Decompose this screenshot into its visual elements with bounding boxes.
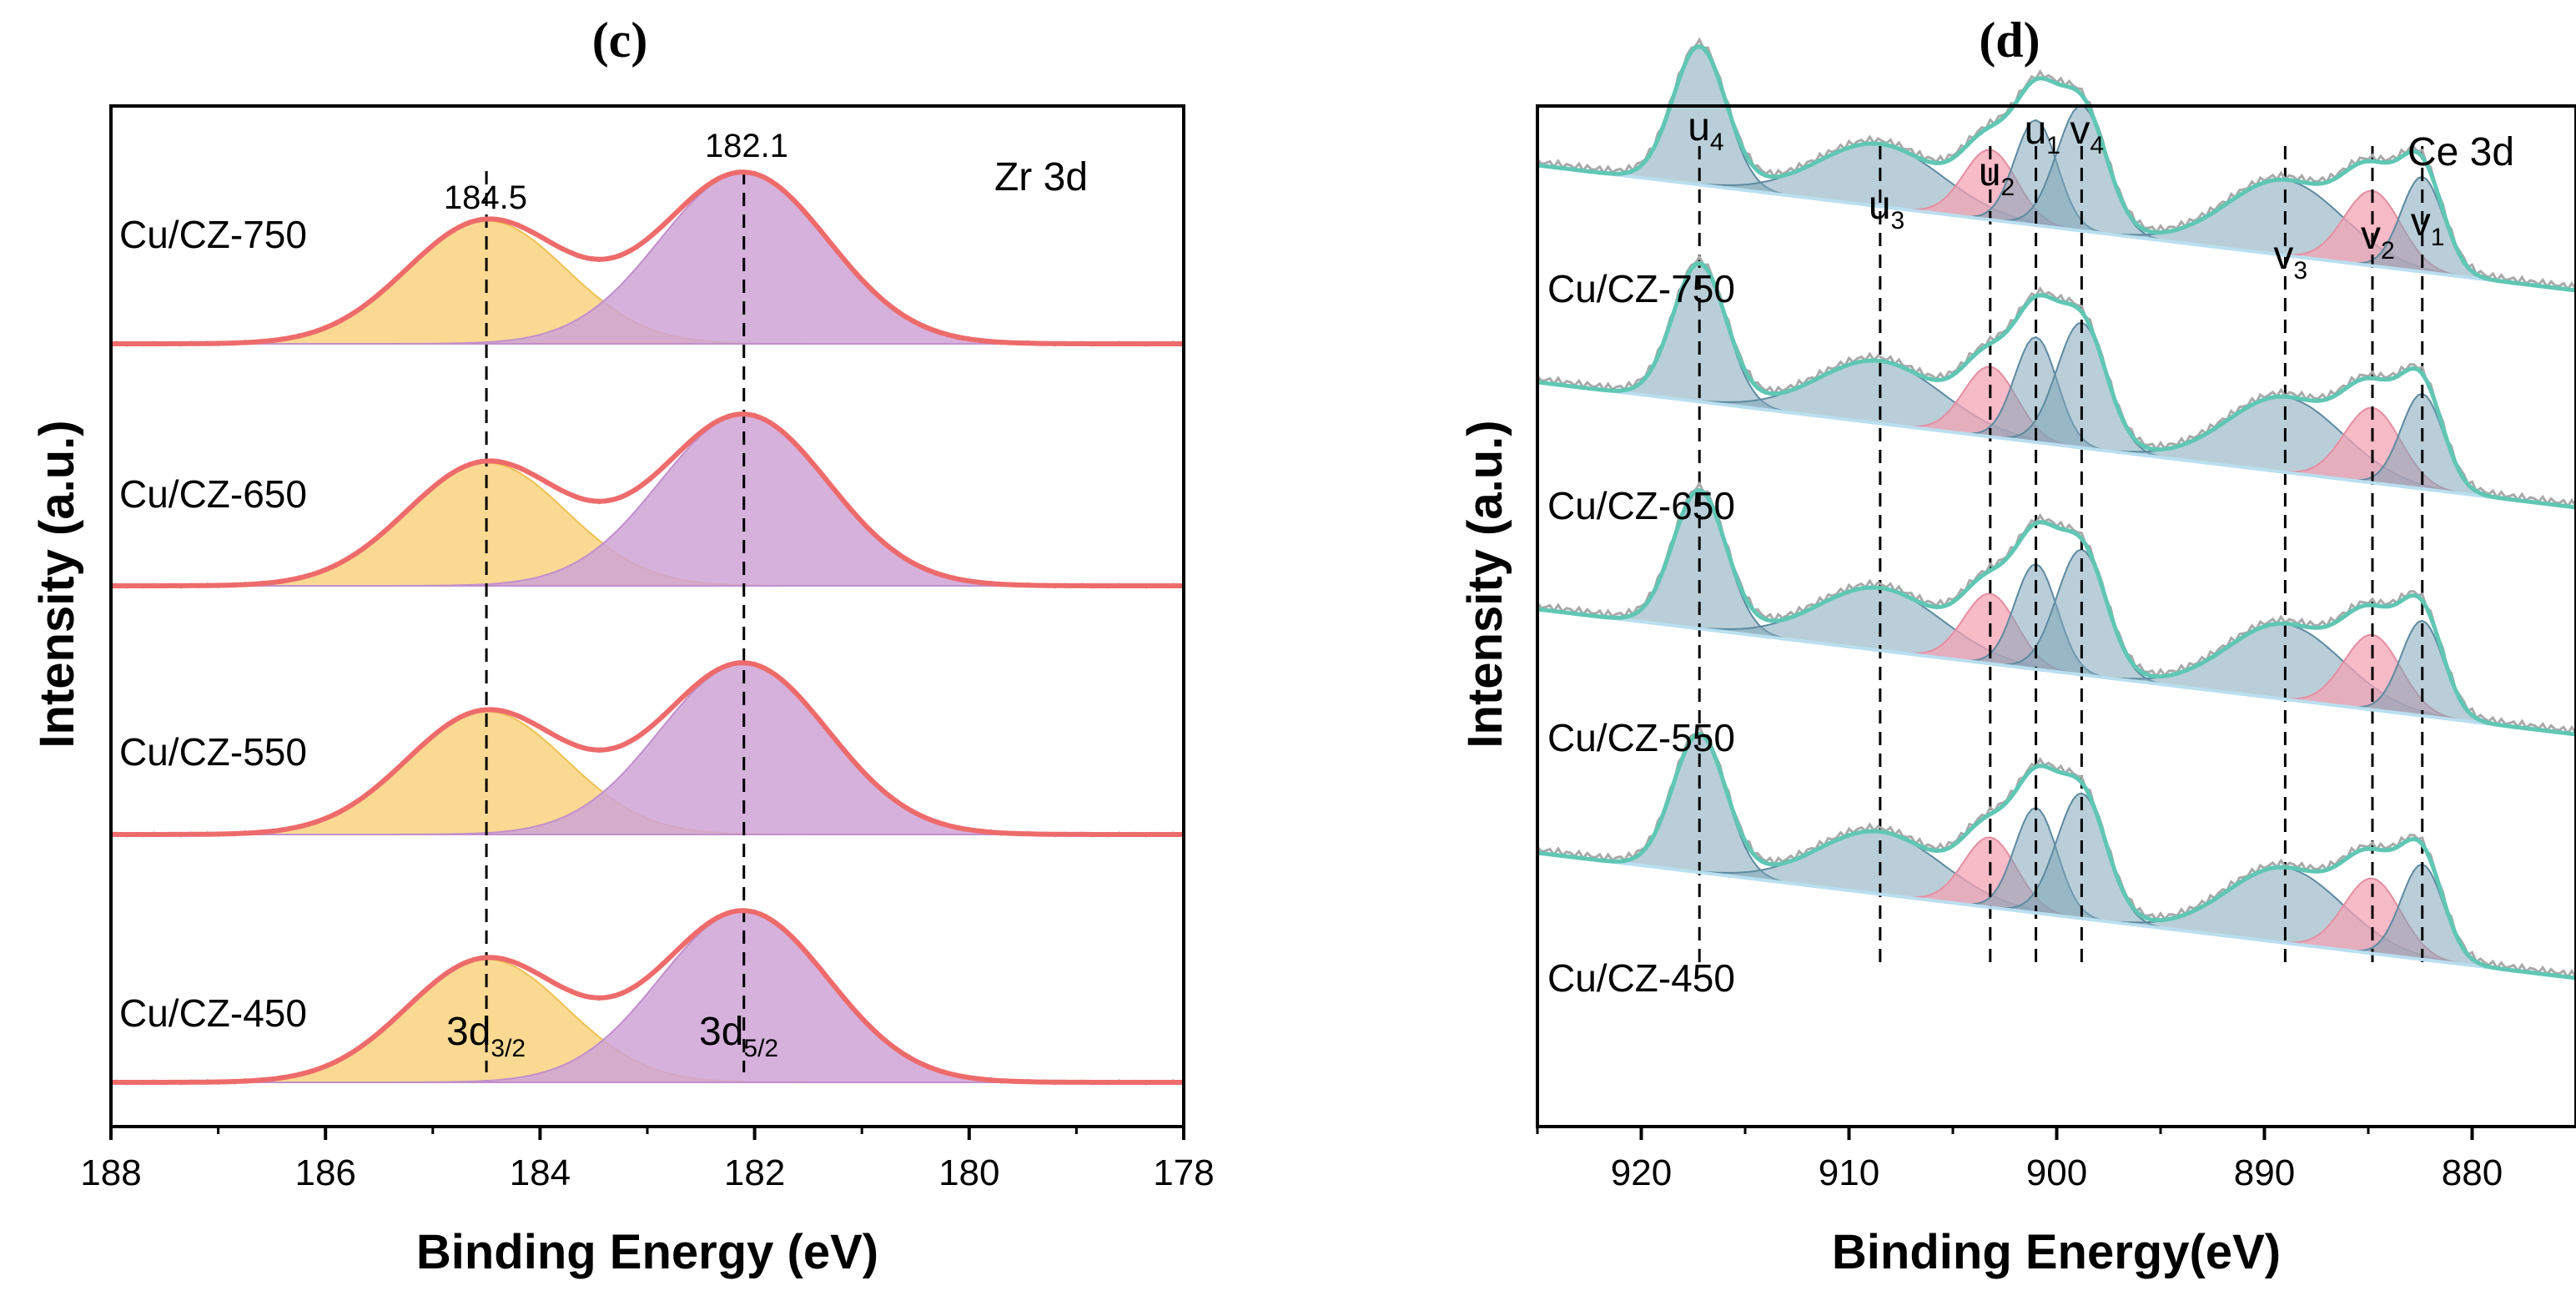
panel-c-peak-fills: [111, 171, 1184, 1083]
panel-c-envelopes: [110, 169, 1185, 1086]
zr3d-x-tick-label: 180: [938, 1152, 999, 1193]
panel-d-x-axis-title: Binding Energy(eV): [1832, 1225, 2281, 1279]
ce3d-peak-label-v1: v1: [2411, 200, 2445, 251]
ce3d-peak-label-v4: v4: [2070, 108, 2104, 159]
zr3d-envelope-curve: [111, 411, 1184, 588]
zr3d-x-tick-label: 188: [80, 1152, 141, 1193]
panel-c-y-axis-title: Intensity (a.u.): [30, 420, 84, 748]
ce3d-envelope-curve: [1537, 43, 2576, 293]
panel-c-title: Zr 3d: [994, 155, 1088, 199]
ce3d-envelope-curve: [1537, 731, 2576, 981]
panel-c-x-ticks: 188 186 184 182 180 178: [80, 1127, 1215, 1193]
panel-c-peak-pos-2: 182.1: [705, 128, 788, 164]
ce3d-baseline: [1537, 608, 2576, 736]
panel-c: (c) 188 186 184 182 180 178 Zr 3d 184.5 182.1…: [30, 13, 1215, 1279]
ce3d-peak-label-u2: u2: [1979, 150, 2015, 201]
panel-c-sample-label: Cu/CZ-550: [119, 730, 307, 774]
ce3d-envelope-curve: [1537, 487, 2576, 737]
ce3d-x-tick-label: 890: [2234, 1152, 2295, 1193]
panel-c-peak-label-3d52: 3d5/2: [699, 1010, 778, 1062]
panel-c-peak-pos-1: 184.5: [444, 179, 527, 216]
panel-d-title: Ce 3d: [2407, 130, 2514, 174]
panel-d-sample-label: Cu/CZ-450: [1547, 956, 1735, 1000]
zr3d-envelope-curve: [111, 908, 1184, 1085]
ce3d-baseline: [1537, 381, 2576, 509]
panel-c-dashed-lines: [485, 171, 746, 1072]
panel-c-peak-label-3d32: 3d3/2: [446, 1010, 526, 1062]
panel-d-sample-label: Cu/CZ-550: [1547, 716, 1735, 759]
ce3d-x-tick-label: 880: [2442, 1152, 2503, 1193]
ce3d-baseline: [1537, 164, 2576, 292]
ce3d-peak-label-u3: u3: [1869, 184, 1904, 234]
ce3d-peak-label-u1: u1: [2025, 108, 2060, 159]
panel-d-sample-label: Cu/CZ-650: [1547, 484, 1735, 527]
zr3d-x-tick-label: 184: [510, 1152, 571, 1193]
panel-d-y-axis-title: Intensity (a.u.): [1458, 420, 1512, 748]
panel-c-x-axis-title: Binding Energy (eV): [416, 1225, 878, 1279]
panel-d-envelopes: [1536, 37, 2576, 981]
ce3d-x-tick-label: 910: [1819, 1152, 1879, 1193]
ce3d-envelope-curve: [1537, 260, 2576, 510]
panel-c-sample-label: Cu/CZ-650: [119, 472, 307, 516]
panel-d-sample-label: Cu/CZ-750: [1547, 267, 1735, 310]
ce3d-peak-label-u4: u4: [1688, 105, 1723, 156]
ce3d-baseline: [1537, 851, 2576, 980]
panel-d-x-ticks: 920 910 900 890 880: [1536, 1127, 2503, 1193]
zr3d-x-tick-label: 186: [294, 1152, 355, 1193]
zr3d-x-tick-label: 178: [1153, 1152, 1214, 1193]
panel-c-sample-label: Cu/CZ-750: [119, 213, 307, 256]
zr3d-x-tick-label: 182: [724, 1152, 785, 1193]
ce3d-peak-label-v2: v2: [2361, 214, 2395, 265]
ce3d-peak-label-v3: v3: [2273, 234, 2307, 285]
ce3d-x-tick-label: 900: [2026, 1152, 2087, 1193]
zr3d-envelope-curve: [111, 169, 1184, 346]
panel-c-letter: (c): [592, 13, 648, 68]
ce3d-x-tick-label: 920: [1611, 1152, 1672, 1193]
panel-c-sample-label: Cu/CZ-450: [119, 991, 307, 1035]
zr3d-envelope-curve: [111, 660, 1184, 837]
panel-d-letter: (d): [1979, 13, 2040, 68]
